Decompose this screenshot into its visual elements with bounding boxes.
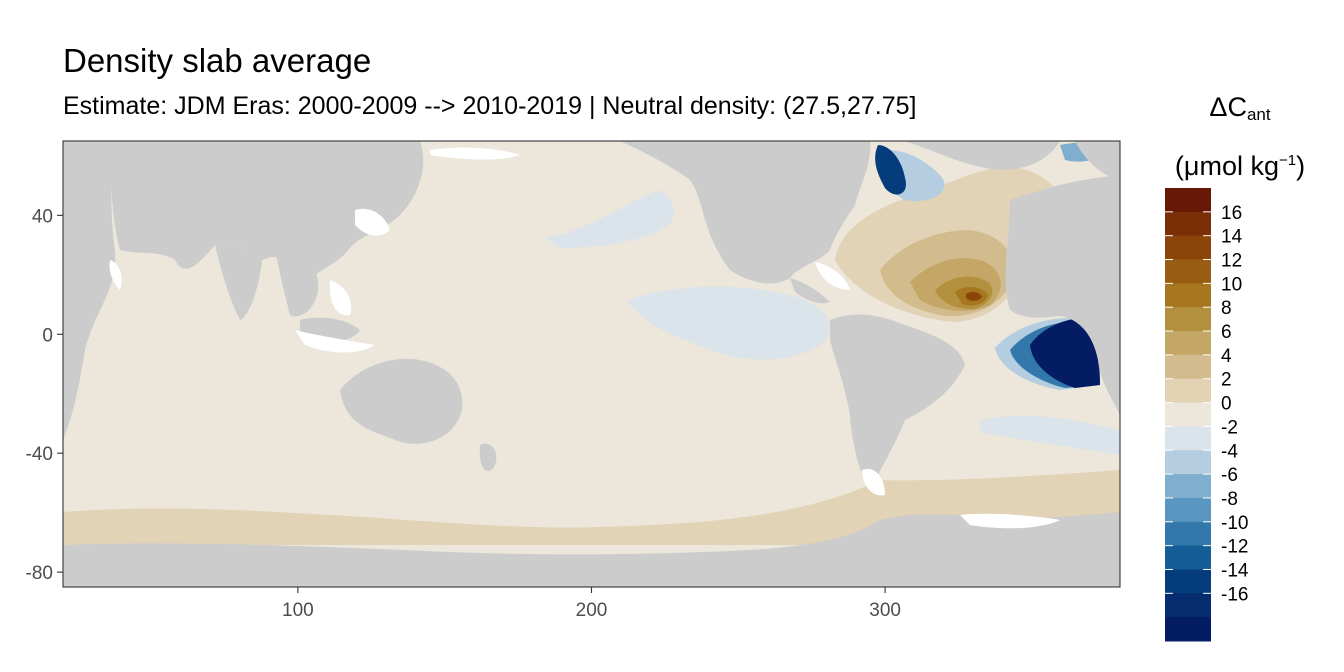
legend-color-step	[1165, 331, 1211, 356]
legend-color-step	[1165, 617, 1211, 642]
land-south-america	[830, 314, 965, 490]
x-tick-label: 300	[869, 600, 901, 621]
land-europe-africa-east	[1005, 175, 1120, 415]
legend-color-step	[1165, 450, 1211, 475]
no-data-weddell	[960, 513, 1060, 529]
legend-color-step	[1165, 283, 1211, 308]
legend-title-unit: (μmol kg−1)	[1174, 151, 1306, 181]
no-data	[109, 147, 1060, 529]
north-pacific-negative-patch	[545, 190, 675, 248]
land-new-zealand	[479, 443, 497, 472]
no-data-red-sea	[109, 260, 122, 290]
chart-subtitle: Estimate: JDM Eras: 2000-2009 --> 2010-2…	[63, 92, 917, 120]
north-atlantic-14	[966, 291, 982, 301]
legend-tick-label: 6	[1221, 322, 1232, 343]
legend-tick-label: 12	[1221, 251, 1242, 272]
legend-color-step	[1165, 188, 1211, 213]
legend-tick-label: -2	[1221, 417, 1238, 438]
legend-color-step	[1165, 259, 1211, 284]
tropical-atlantic-negative-core	[1030, 318, 1100, 388]
legend-tick-label: 0	[1221, 394, 1232, 415]
legend-tick-label: -16	[1221, 584, 1248, 605]
land-eurasia	[63, 141, 424, 285]
land-australia	[340, 358, 463, 444]
legend-color-step	[1165, 497, 1211, 523]
chart-title: Density slab average	[63, 42, 372, 79]
land-southeast-asia	[275, 250, 319, 317]
legend-tick-label: 16	[1221, 203, 1242, 224]
southern-ocean-band	[63, 470, 1120, 545]
south-atlantic-negative-patch	[980, 415, 1120, 455]
legend-tick-label: 2	[1221, 370, 1232, 391]
y-tick-label: 0	[42, 325, 53, 346]
land-antarctica	[63, 512, 1120, 587]
land-greenland	[905, 141, 1060, 170]
legend-color-step	[1165, 307, 1211, 332]
x-tick-label: 200	[576, 600, 608, 621]
legend-tick-label: -8	[1221, 489, 1238, 510]
legend-tick-label: 10	[1221, 274, 1242, 295]
no-data-philippines	[329, 280, 352, 316]
y-tick-label: -80	[26, 563, 53, 584]
legend-color-step	[1165, 354, 1211, 380]
legend-color-step	[1165, 402, 1211, 427]
land-central-america	[790, 278, 830, 304]
y-tick-label: 40	[32, 206, 53, 227]
legend-title: ΔCant (μmol kg−1)	[1150, 84, 1330, 189]
legend-tick-label: 14	[1221, 227, 1243, 248]
no-data-japan	[355, 208, 390, 236]
legend-tick-label: -4	[1221, 441, 1238, 462]
legend-color-step	[1165, 545, 1211, 570]
x-tick-label: 100	[282, 600, 314, 621]
legend-color-step	[1165, 211, 1211, 237]
legend-color-step	[1165, 593, 1211, 618]
legend-tick-label: 8	[1221, 298, 1232, 319]
legend-tick-label: -14	[1221, 560, 1249, 581]
legend-title-variable: ΔCant	[1209, 92, 1271, 124]
legend-tick-label: -10	[1221, 513, 1248, 534]
no-data-caribbean	[815, 262, 850, 290]
legend-color-step	[1165, 521, 1211, 547]
legend-color-step	[1165, 426, 1211, 451]
legend-color-step	[1165, 474, 1211, 499]
land-india	[215, 245, 262, 320]
no-data-drake	[862, 468, 885, 496]
land-africa-west	[63, 141, 116, 440]
legend-color-step	[1165, 569, 1211, 594]
no-data-indonesia-seas	[295, 330, 375, 353]
legend-tick-label: -12	[1221, 537, 1248, 558]
no-data-arctic	[430, 147, 520, 160]
legend-color-step	[1165, 378, 1211, 404]
land-north-america	[620, 141, 871, 284]
land-arctic-islands	[1075, 141, 1120, 180]
legend-tick-label: 4	[1221, 346, 1232, 367]
y-tick-label: -40	[26, 444, 53, 465]
east-pacific-negative-patch	[628, 286, 831, 360]
labrador-sea-core	[875, 145, 906, 195]
legend-color-step	[1165, 235, 1211, 261]
legend-tick-label: -6	[1221, 465, 1238, 486]
land	[63, 141, 1120, 587]
